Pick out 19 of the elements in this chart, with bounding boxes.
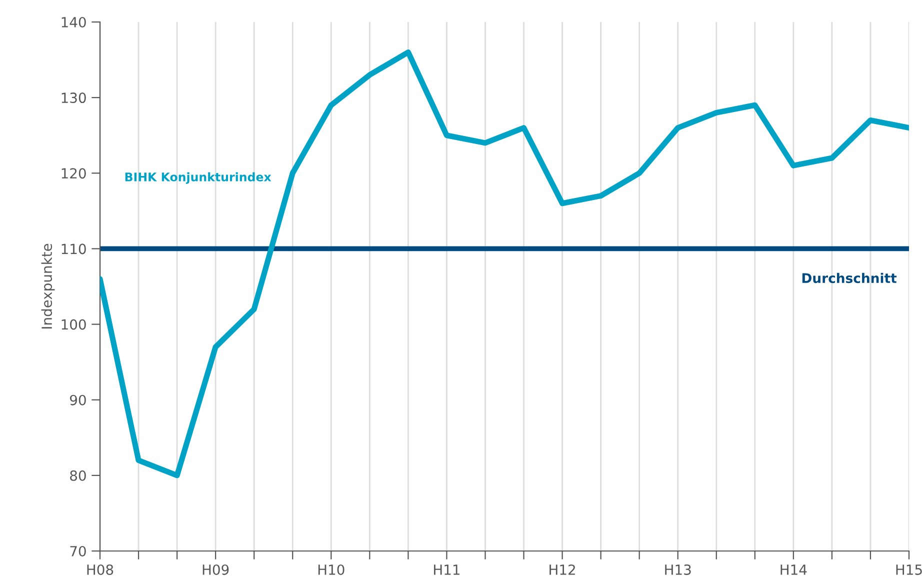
y-tick-label: 100 bbox=[62, 319, 86, 330]
x-tick-label: H10 bbox=[318, 564, 344, 575]
y-tick-label: 80 bbox=[70, 470, 86, 481]
x-tick-label: H12 bbox=[550, 564, 575, 575]
x-tick-label: H13 bbox=[665, 564, 691, 575]
y-tick-label: 90 bbox=[70, 394, 86, 406]
x-tick-label: H09 bbox=[202, 564, 229, 575]
y-axis-title: Indexpunkte bbox=[41, 244, 55, 328]
y-tick-label: 130 bbox=[62, 92, 86, 104]
y-tick-label: 110 bbox=[62, 244, 86, 254]
y-tick-label: 120 bbox=[62, 168, 86, 179]
y-tick-label: 70 bbox=[70, 546, 86, 556]
y-tick-label: 140 bbox=[62, 16, 86, 28]
x-tick-label: H14 bbox=[780, 564, 807, 575]
x-tick-label: H15 bbox=[896, 564, 922, 575]
ref-line-label: Durchschnitt bbox=[802, 272, 897, 284]
x-tick-label: H11 bbox=[434, 564, 460, 575]
series-label: BIHK Konjunkturindex bbox=[125, 172, 272, 184]
x-tick-label: H08 bbox=[87, 564, 114, 575]
